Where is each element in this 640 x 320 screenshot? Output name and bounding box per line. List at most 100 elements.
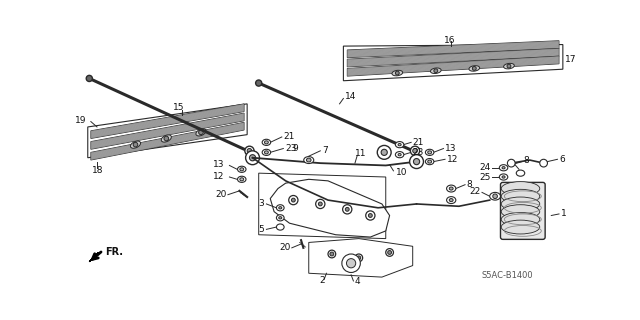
- Ellipse shape: [502, 167, 505, 169]
- Text: 20: 20: [215, 190, 227, 199]
- Ellipse shape: [447, 196, 456, 204]
- Text: 16: 16: [444, 36, 456, 45]
- Circle shape: [396, 71, 399, 75]
- Ellipse shape: [501, 212, 540, 226]
- Circle shape: [164, 136, 168, 141]
- Ellipse shape: [501, 197, 540, 211]
- Ellipse shape: [396, 141, 404, 148]
- Ellipse shape: [240, 178, 244, 181]
- Polygon shape: [270, 179, 390, 237]
- Ellipse shape: [307, 158, 311, 162]
- Ellipse shape: [447, 185, 456, 192]
- Text: 21: 21: [413, 138, 424, 147]
- Circle shape: [198, 130, 204, 135]
- Text: S5AC-B1400: S5AC-B1400: [482, 271, 534, 280]
- Ellipse shape: [499, 174, 508, 180]
- Ellipse shape: [279, 217, 282, 219]
- Circle shape: [247, 148, 252, 153]
- Polygon shape: [88, 104, 247, 158]
- Text: 21: 21: [284, 132, 294, 141]
- Circle shape: [328, 250, 336, 258]
- Ellipse shape: [502, 176, 505, 178]
- Circle shape: [378, 145, 391, 159]
- Circle shape: [245, 146, 254, 156]
- Ellipse shape: [131, 141, 141, 148]
- Text: 23: 23: [285, 144, 296, 153]
- Circle shape: [133, 142, 138, 147]
- Ellipse shape: [426, 149, 434, 156]
- Text: 6: 6: [559, 155, 564, 164]
- Text: 12: 12: [447, 155, 458, 164]
- Polygon shape: [348, 48, 559, 67]
- Circle shape: [318, 202, 322, 206]
- Circle shape: [413, 148, 417, 153]
- Text: 18: 18: [92, 165, 104, 175]
- Text: 15: 15: [173, 103, 184, 112]
- Text: 2: 2: [320, 276, 325, 285]
- Circle shape: [246, 151, 259, 165]
- Text: 17: 17: [565, 55, 577, 64]
- Text: 4: 4: [355, 277, 360, 286]
- Text: 11: 11: [355, 148, 367, 158]
- Circle shape: [381, 149, 387, 156]
- Text: 25: 25: [479, 172, 490, 181]
- Ellipse shape: [392, 70, 403, 76]
- Circle shape: [413, 158, 420, 165]
- Ellipse shape: [276, 205, 284, 211]
- Circle shape: [357, 256, 361, 260]
- Circle shape: [434, 69, 438, 73]
- Text: 7: 7: [322, 146, 328, 155]
- Polygon shape: [91, 104, 244, 139]
- Circle shape: [250, 155, 255, 161]
- Ellipse shape: [276, 224, 284, 230]
- Ellipse shape: [237, 176, 246, 182]
- Ellipse shape: [398, 143, 401, 146]
- Circle shape: [289, 196, 298, 205]
- Ellipse shape: [279, 207, 282, 209]
- Ellipse shape: [490, 192, 500, 200]
- Text: FR.: FR.: [105, 247, 123, 257]
- Ellipse shape: [428, 160, 431, 163]
- Ellipse shape: [499, 165, 508, 171]
- Ellipse shape: [264, 141, 268, 144]
- Text: 10: 10: [396, 168, 407, 177]
- Ellipse shape: [501, 182, 540, 196]
- Circle shape: [472, 67, 476, 70]
- Circle shape: [410, 146, 420, 156]
- Polygon shape: [259, 173, 386, 239]
- Polygon shape: [91, 122, 244, 160]
- Text: 12: 12: [212, 172, 224, 181]
- Ellipse shape: [161, 135, 172, 142]
- Text: 5: 5: [259, 225, 264, 234]
- Circle shape: [346, 207, 349, 211]
- Ellipse shape: [398, 154, 401, 156]
- Circle shape: [507, 64, 511, 68]
- Circle shape: [355, 254, 363, 262]
- Text: 13: 13: [445, 144, 456, 153]
- Circle shape: [369, 213, 372, 217]
- Circle shape: [330, 252, 334, 256]
- Circle shape: [255, 80, 262, 86]
- Ellipse shape: [276, 215, 284, 221]
- Polygon shape: [348, 41, 559, 58]
- Circle shape: [386, 249, 394, 256]
- Ellipse shape: [501, 220, 540, 234]
- Circle shape: [493, 194, 497, 198]
- Circle shape: [291, 198, 295, 202]
- Circle shape: [388, 251, 392, 254]
- Text: 8: 8: [524, 156, 529, 165]
- Polygon shape: [348, 56, 559, 76]
- Ellipse shape: [469, 66, 479, 71]
- Circle shape: [342, 254, 360, 273]
- Text: 1: 1: [561, 210, 566, 219]
- FancyBboxPatch shape: [500, 182, 545, 239]
- Ellipse shape: [501, 189, 540, 203]
- Text: 23: 23: [413, 148, 424, 157]
- Circle shape: [342, 205, 352, 214]
- Circle shape: [410, 155, 424, 169]
- Ellipse shape: [449, 198, 453, 202]
- Text: 20: 20: [279, 243, 291, 252]
- Ellipse shape: [516, 170, 525, 176]
- Text: 19: 19: [75, 116, 86, 124]
- Polygon shape: [344, 44, 563, 81]
